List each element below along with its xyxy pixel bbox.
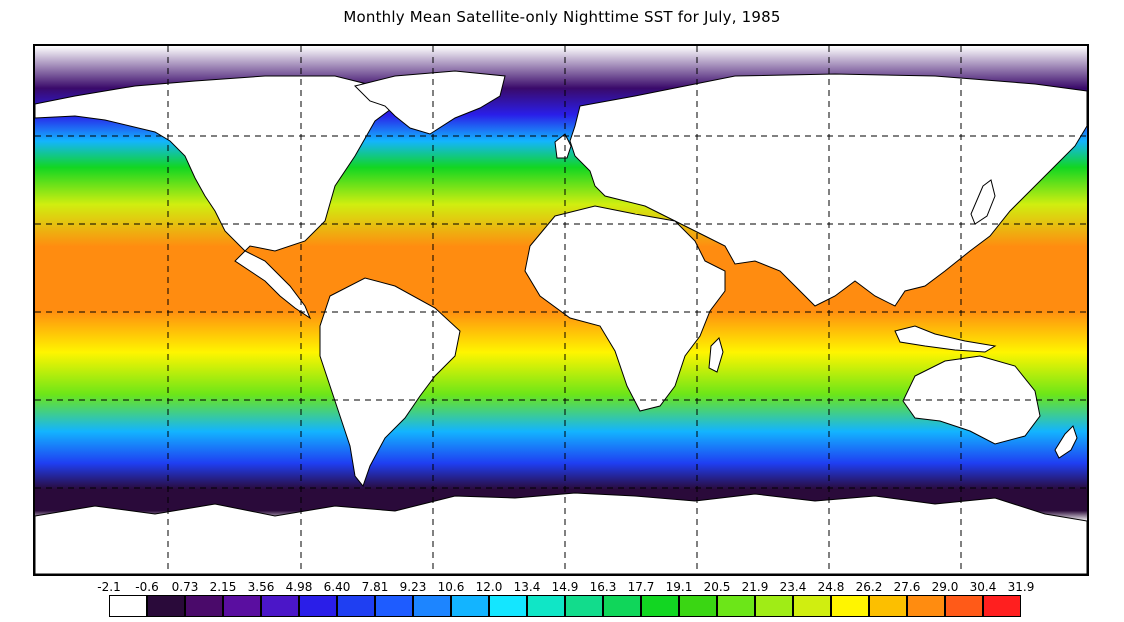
colorbar-swatch xyxy=(755,595,793,617)
colorbar-label: 31.9 xyxy=(1007,580,1035,594)
colorbar-label: -2.1 xyxy=(97,580,121,594)
colorbar-swatch xyxy=(717,595,755,617)
colorbar-label: 24.8 xyxy=(817,580,845,594)
colorbar-label: 29.0 xyxy=(931,580,959,594)
colorbar-label: 19.1 xyxy=(665,580,693,594)
colorbar-swatch xyxy=(147,595,185,617)
antarctica-land xyxy=(35,492,1087,574)
colorbar-label: 12.0 xyxy=(475,580,503,594)
colorbar-swatch xyxy=(945,595,983,617)
colorbar-swatch xyxy=(489,595,527,617)
colorbar-swatch xyxy=(337,595,375,617)
colorbar-label: 4.98 xyxy=(285,580,313,594)
colorbar-label: 30.4 xyxy=(969,580,997,594)
sst-map-canvas xyxy=(35,46,1087,574)
colorbar-label: -0.6 xyxy=(135,580,159,594)
colorbar-label: 27.6 xyxy=(893,580,921,594)
colorbar-swatch xyxy=(375,595,413,617)
africa-land xyxy=(524,205,726,412)
madagascar-land xyxy=(708,337,724,373)
colorbar-label: 23.4 xyxy=(779,580,807,594)
colorbar-swatch xyxy=(109,595,147,617)
colorbar-label: 0.73 xyxy=(171,580,199,594)
colorbar-swatch xyxy=(679,595,717,617)
colorbar-swatch xyxy=(831,595,869,617)
colorbar-swatch xyxy=(565,595,603,617)
colorbar-swatch xyxy=(869,595,907,617)
map-title: Monthly Mean Satellite-only Nighttime SS… xyxy=(343,8,781,26)
south-america-land xyxy=(319,277,461,488)
indonesia-land xyxy=(894,325,997,353)
colorbar-label: 14.9 xyxy=(551,580,579,594)
colorbar-swatch xyxy=(641,595,679,617)
new-zealand-land xyxy=(1054,425,1078,459)
colorbar-label: 10.6 xyxy=(437,580,465,594)
colorbar-swatch xyxy=(185,595,223,617)
japan-land xyxy=(970,179,996,225)
colorbar-swatch xyxy=(223,595,261,617)
colorbar-label: 26.2 xyxy=(855,580,883,594)
colorbar-label: 20.5 xyxy=(703,580,731,594)
colorbar-label: 21.9 xyxy=(741,580,769,594)
colorbar-swatch xyxy=(907,595,945,617)
colorbar-swatch xyxy=(983,595,1021,617)
colorbar-label: 16.3 xyxy=(589,580,617,594)
colorbar-label: 3.56 xyxy=(247,580,275,594)
sst-map xyxy=(33,44,1089,576)
colorbar-label: 6.40 xyxy=(323,580,351,594)
colorbar-swatch xyxy=(299,595,337,617)
colorbar-swatch xyxy=(451,595,489,617)
colorbar-swatch xyxy=(793,595,831,617)
greenland-land xyxy=(354,70,506,135)
colorbar-swatch xyxy=(261,595,299,617)
british-isles-land xyxy=(554,133,572,159)
colorbar-label: 13.4 xyxy=(513,580,541,594)
lat-lon-gridlines xyxy=(35,46,1087,574)
colorbar-swatch xyxy=(603,595,641,617)
colorbar-swatch xyxy=(413,595,451,617)
colorbar-label: 2.15 xyxy=(209,580,237,594)
colorbar-label: 9.23 xyxy=(399,580,427,594)
colorbar-label: 17.7 xyxy=(627,580,655,594)
colorbar-label: 7.81 xyxy=(361,580,389,594)
colorbar-swatch xyxy=(527,595,565,617)
